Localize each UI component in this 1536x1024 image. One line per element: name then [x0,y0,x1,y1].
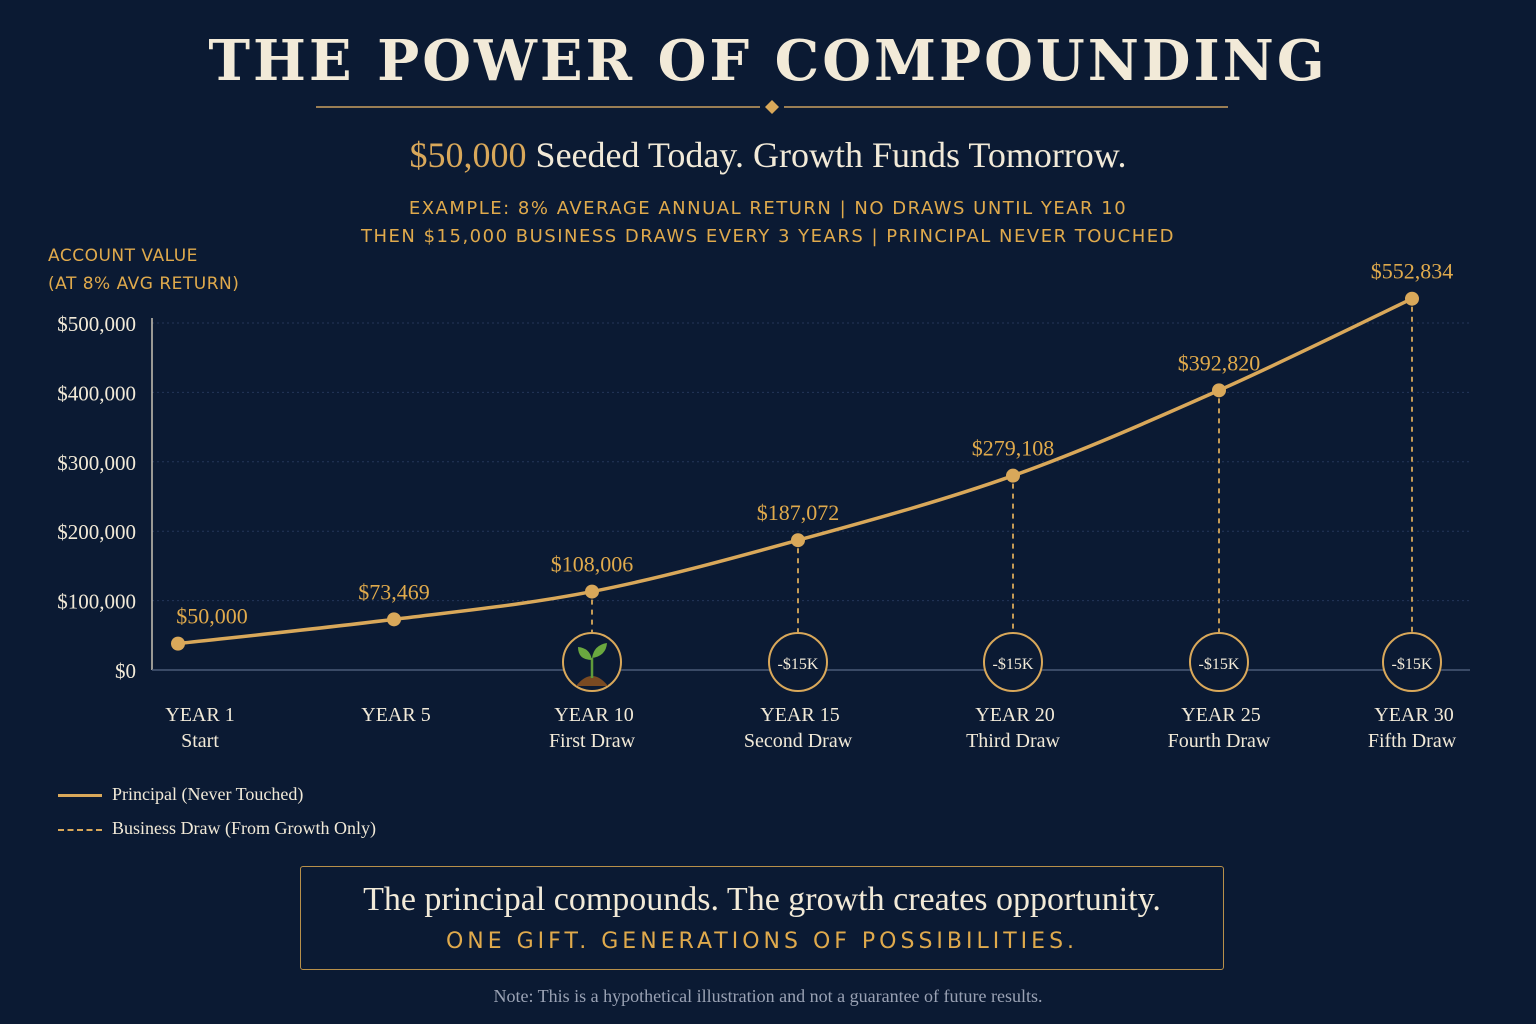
x-tick-label: YEAR 5 [361,704,430,726]
data-point [1212,383,1226,398]
legend-item-principal: Principal (Never Touched) [58,784,303,805]
draw-circle [983,632,1043,692]
data-label: $108,006 [551,552,634,577]
y-tick-label: $400,000 [57,381,136,405]
x-tick-sublabel: Fourth Draw [1168,730,1271,752]
x-tick-label: YEAR 20 [975,704,1054,726]
data-point [791,533,805,548]
draw-amount-label: -$15K [993,656,1034,673]
legend-label-draw: Business Draw (From Growth Only) [112,818,376,838]
soil-mound [576,676,608,686]
draw-amount-label: -$15K [1199,656,1240,673]
y-axis-label-line-1: ACCOUNT VALUE [48,246,198,266]
y-tick-label: $0 [115,659,136,683]
draw-circle [1382,632,1442,692]
solid-line-swatch [58,794,102,798]
disclaimer-note: Note: This is a hypothetical illustratio… [493,986,1043,1006]
subtitle: $50,000 Seeded Today. Growth Funds Tomor… [0,134,1536,176]
draw-amount-label: -$15K [778,656,819,673]
sprout-leaf-right [592,643,607,658]
data-label: $187,072 [757,500,840,525]
subtitle-amount: $50,000 [409,135,527,175]
draw-circle [1189,632,1249,692]
data-label: $50,000 [176,604,248,629]
x-tick-label: YEAR 15 [760,704,839,726]
y-tick-label: $200,000 [57,520,136,544]
y-axis-label-line-2: (AT 8% AVG RETURN) [48,274,240,294]
quote-line-1: The principal compounds. The growth crea… [363,881,1161,918]
x-tick-label: YEAR 25 [1181,704,1260,726]
y-tick-label: $100,000 [57,590,136,614]
data-label: $279,108 [972,436,1055,461]
x-tick-label: YEAR 10 [554,704,633,726]
legend-item-draw: Business Draw (From Growth Only) [58,818,376,839]
x-tick-sublabel: First Draw [549,730,636,752]
example-line-1: EXAMPLE: 8% AVERAGE ANNUAL RETURN | NO D… [408,198,1128,219]
dashed-line-swatch [58,828,102,831]
title-divider [316,100,1228,114]
data-point [387,612,401,627]
data-label: $73,469 [358,579,430,604]
diamond-icon [765,100,779,114]
subtitle-text: Seeded Today. Growth Funds Tomorrow. [526,135,1127,175]
data-point [1405,291,1419,306]
data-point [585,584,599,599]
data-point [171,636,185,651]
draw-circle [768,632,828,692]
x-tick-sublabel: Fifth Draw [1368,730,1457,752]
y-tick-label: $500,000 [57,312,136,336]
x-tick-sublabel: Start [181,730,219,752]
chart-title: THE POWER OF COMPOUNDING [208,28,1328,94]
example-line-2: THEN $15,000 BUSINESS DRAWS EVERY 3 YEAR… [361,226,1175,247]
y-tick-label: $300,000 [57,451,136,475]
x-tick-sublabel: Second Draw [744,730,853,752]
data-label: $392,820 [1178,350,1261,375]
x-tick-label: YEAR 30 [1374,704,1453,726]
x-tick-label: YEAR 1 [165,704,234,726]
legend-label-principal: Principal (Never Touched) [112,784,304,804]
x-tick-sublabel: Third Draw [966,730,1060,752]
quote-line-2: ONE GIFT. GENERATIONS OF POSSIBILITIES. [445,929,1079,954]
draw-amount-label: -$15K [1392,656,1433,673]
data-label: $552,834 [1371,259,1454,284]
sprout-leaf-left [578,647,592,660]
data-point [1006,468,1020,483]
quote-box: The principal compounds. The growth crea… [300,866,1224,970]
